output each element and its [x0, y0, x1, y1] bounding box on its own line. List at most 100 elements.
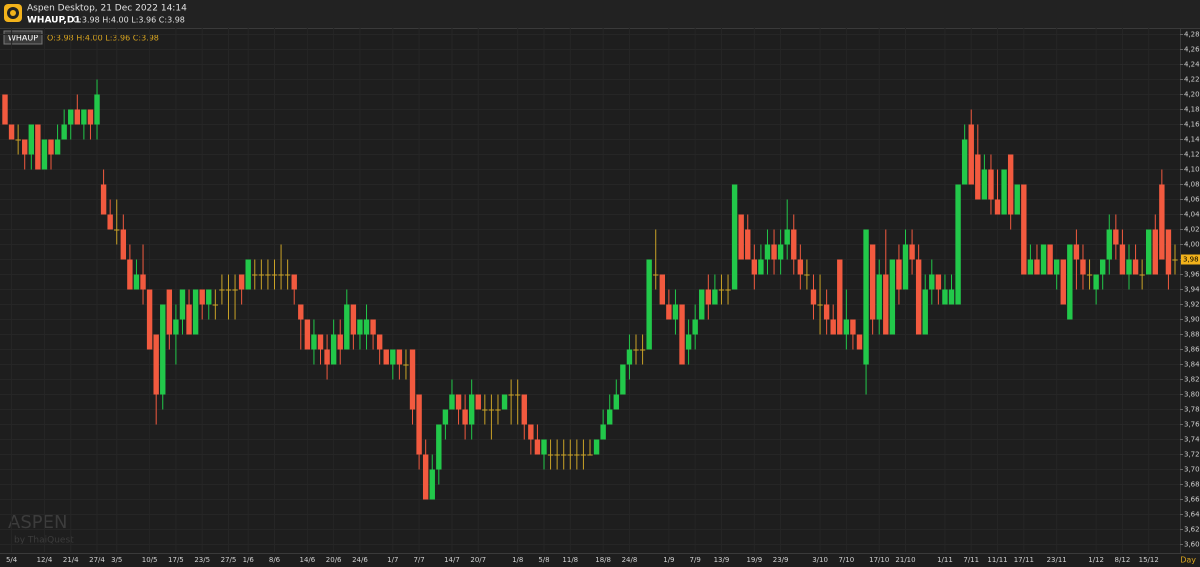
candle-body [554, 454, 560, 456]
x-tick-label: 24/6 [352, 556, 368, 564]
x-tick-label: 12/4 [37, 556, 53, 564]
candle-body [791, 229, 797, 260]
x-tick-label: 7/7 [413, 556, 424, 564]
candle-body [468, 394, 475, 425]
candle-body [771, 244, 777, 260]
candle-body [764, 244, 771, 260]
y-tick-label: 3,74 [1184, 436, 1200, 444]
x-tick-label: 3/5 [111, 556, 122, 564]
candle-body [28, 124, 34, 155]
candle-body [442, 409, 449, 425]
candle-body [528, 424, 534, 440]
x-tick-label: 10/5 [142, 556, 158, 564]
candle-body [646, 259, 652, 350]
candle-body [620, 364, 626, 395]
app-title: Aspen Desktop, 21 Dec 2022 14:14 [27, 4, 187, 14]
last-price-box [1181, 254, 1200, 265]
candle-body [35, 124, 41, 170]
x-tick-label: 5/4 [6, 556, 18, 564]
axes: 3,60 3,62 3,64 3,66 3,68 3,70 3,72 3,74 3,76 3,78… [6, 31, 1200, 564]
y-tick-label: 4,16 [1184, 121, 1200, 129]
candle-body [810, 289, 817, 305]
candle-body [981, 169, 988, 200]
y-tick-label: 3,76 [1184, 421, 1200, 429]
candle-body [337, 334, 343, 350]
candle-body [699, 289, 705, 320]
candle-body [1132, 259, 1139, 275]
candle-body [889, 259, 896, 335]
x-tick-label: 3/10 [812, 556, 828, 564]
candle-body [547, 454, 554, 456]
candle-body [1080, 259, 1086, 275]
candle-body [607, 409, 613, 425]
candle-body [475, 394, 481, 410]
candle-body [666, 304, 672, 320]
x-tick-label: 17/5 [168, 556, 184, 564]
y-tick-label: 4,08 [1184, 181, 1200, 189]
candle-body [206, 289, 212, 305]
candle-body [948, 289, 955, 305]
y-tick-label: 3,92 [1184, 301, 1200, 309]
candle-body [107, 214, 113, 230]
candle-body [120, 229, 127, 260]
y-tick-label: 3,82 [1184, 376, 1200, 384]
candle-body [837, 259, 843, 335]
candle-body [2, 94, 8, 125]
candle-body [344, 304, 350, 350]
candle-body [685, 334, 692, 350]
candle-body [1060, 259, 1066, 305]
candle-body [1139, 274, 1145, 276]
candle-body [1126, 259, 1132, 275]
candle-body [975, 154, 981, 200]
candle-body [350, 304, 357, 335]
candle-body [436, 424, 442, 470]
candle-body [291, 274, 297, 290]
candle-body [797, 259, 804, 275]
x-tick-label: 18/8 [595, 556, 611, 564]
y-tick-label: 4,26 [1184, 46, 1200, 54]
candle-body [495, 409, 501, 411]
x-tick-label: 27/5 [221, 556, 237, 564]
y-tick-label: 4,20 [1184, 91, 1200, 99]
last-price-label: 3,98 [1183, 256, 1199, 264]
candle-body [153, 334, 159, 395]
candle-body [265, 274, 271, 276]
candle-body [1014, 184, 1020, 215]
header-bar [0, 0, 1200, 28]
x-tick-label: 1/8 [512, 556, 523, 564]
candle-body [376, 334, 383, 350]
candle-body [935, 274, 942, 290]
candle-body [212, 304, 219, 306]
candle-body [712, 289, 718, 305]
x-tick-label: 27/4 [89, 556, 105, 564]
y-tick-label: 4,24 [1184, 61, 1200, 69]
candle-body [613, 394, 619, 410]
x-tick-label: 19/9 [746, 556, 762, 564]
candle-body [823, 304, 830, 320]
app-logo [4, 4, 22, 22]
x-tick-label: 13/9 [714, 556, 730, 564]
x-tick-label: 1/7 [387, 556, 398, 564]
candle-body [482, 409, 488, 411]
candle-body [390, 349, 396, 365]
candle-body [679, 304, 685, 365]
candle-body [219, 289, 225, 291]
candle-body [514, 394, 521, 396]
candle-body [1047, 244, 1053, 275]
candle-body [731, 184, 738, 290]
candle-body [955, 184, 961, 305]
y-tick-label: 3,72 [1184, 451, 1200, 459]
candle-body [383, 349, 389, 365]
candles [2, 79, 1178, 500]
candle-body [146, 289, 153, 350]
candle-body [396, 349, 403, 365]
candle-body [534, 439, 541, 455]
candle-body [238, 274, 245, 290]
candle-body [192, 289, 199, 335]
x-tick-label: 17/10 [869, 556, 889, 564]
candle-body [179, 289, 186, 320]
candle-body [902, 244, 909, 290]
candle-body [830, 319, 836, 335]
candle-body [232, 289, 238, 291]
